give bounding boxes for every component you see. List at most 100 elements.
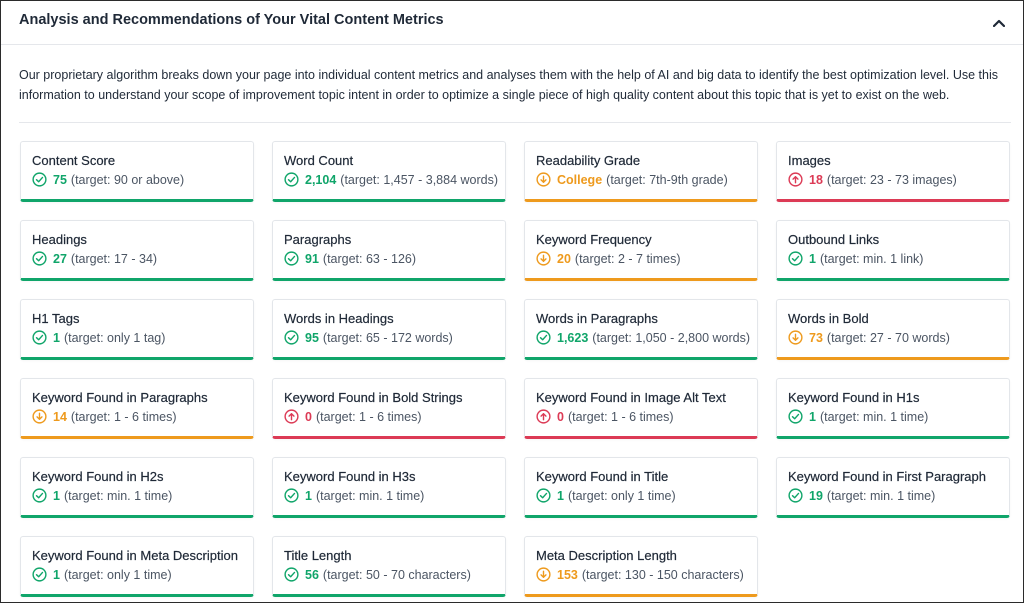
- metric-target: (target: 63 - 126): [322, 251, 417, 266]
- metric-title: Keyword Frequency: [536, 232, 652, 247]
- arrow-down-circle-icon: [32, 409, 47, 424]
- check-circle-icon: [32, 330, 47, 345]
- metric-value: 14: [53, 409, 67, 424]
- metric-value: 153: [557, 567, 578, 582]
- collapse-button[interactable]: [989, 13, 1009, 33]
- metric-title: Keyword Found in H2s: [32, 469, 164, 484]
- metric-title: Images: [788, 153, 831, 168]
- metric-result: 1 (target: only 1 tag): [32, 330, 253, 345]
- metric-result: 1 (target: min. 1 time): [32, 488, 253, 503]
- metric-target: (target: only 1 time): [567, 488, 676, 503]
- metric-card: Keyword Found in Meta Description 1 (targe…: [20, 536, 254, 597]
- arrow-up-circle-icon: [284, 409, 299, 424]
- metric-result: 1 (target: min. 1 link): [788, 251, 1009, 266]
- metric-card: Images 18 (target: 23 - 73 images): [776, 141, 1010, 202]
- check-circle-icon: [788, 488, 803, 503]
- check-circle-icon: [536, 330, 551, 345]
- check-circle-icon: [536, 488, 551, 503]
- metric-result: College (target: 7th-9th grade): [536, 172, 757, 187]
- metric-result: 153 (target: 130 - 150 characters): [536, 567, 757, 582]
- metric-title: Meta Description Length: [536, 548, 677, 563]
- metric-card: H1 Tags 1 (target: only 1 tag): [20, 299, 254, 360]
- metric-target: (target: 50 - 70 characters): [322, 567, 471, 582]
- metric-target: (target: 1 - 6 times): [567, 409, 674, 424]
- metric-value: 1,623: [557, 330, 589, 345]
- metric-target: (target: 2 - 7 times): [574, 251, 681, 266]
- metric-title: Keyword Found in H1s: [788, 390, 920, 405]
- metric-value: 75: [53, 172, 67, 187]
- metric-title: Headings: [32, 232, 87, 247]
- metric-result: 18 (target: 23 - 73 images): [788, 172, 1009, 187]
- check-circle-icon: [284, 330, 299, 345]
- metric-target: (target: 1 - 6 times): [315, 409, 422, 424]
- metric-card: Word Count 2,104 (target: 1,457 - 3,884 wo…: [272, 141, 506, 202]
- metric-result: 0 (target: 1 - 6 times): [284, 409, 505, 424]
- metric-card: Keyword Found in H3s 1 (target: min. 1 tim…: [272, 457, 506, 518]
- metric-target: (target: min. 1 link): [819, 251, 924, 266]
- metric-card: Outbound Links 1 (target: min. 1 link): [776, 220, 1010, 281]
- metric-title: Keyword Found in Image Alt Text: [536, 390, 726, 405]
- metric-target: (target: 7th-9th grade): [606, 172, 728, 187]
- metric-value: 1: [305, 488, 312, 503]
- metric-result: 1 (target: min. 1 time): [284, 488, 505, 503]
- metric-card: Meta Description Length 153 (target: 130 -…: [524, 536, 758, 597]
- metric-card: Keyword Found in Title 1 (target: only 1 t…: [524, 457, 758, 518]
- metric-result: 2,104 (target: 1,457 - 3,884 words): [284, 172, 505, 187]
- metric-result: 27 (target: 17 - 34): [32, 251, 253, 266]
- metric-title: Words in Bold: [788, 311, 869, 326]
- metric-target: (target: min. 1 time): [819, 409, 929, 424]
- metric-title: Paragraphs: [284, 232, 352, 247]
- metric-result: 91 (target: 63 - 126): [284, 251, 505, 266]
- metric-card: Keyword Found in Image Alt Text 0 (target:…: [524, 378, 758, 439]
- check-circle-icon: [32, 567, 47, 582]
- metric-value: 20: [557, 251, 571, 266]
- metric-card: Keyword Found in H2s 1 (target: min. 1 tim…: [20, 457, 254, 518]
- metric-target: (target: 1,457 - 3,884 words): [340, 172, 499, 187]
- metric-result: 1,623 (target: 1,050 - 2,800 words): [536, 330, 757, 345]
- metric-target: (target: min. 1 time): [826, 488, 936, 503]
- check-circle-icon: [32, 172, 47, 187]
- metric-title: Outbound Links: [788, 232, 880, 247]
- metric-value: 1: [809, 409, 816, 424]
- metric-value: 27: [53, 251, 67, 266]
- metric-target: (target: 130 - 150 characters): [581, 567, 744, 582]
- metric-target: (target: 27 - 70 words): [826, 330, 950, 345]
- metric-result: 56 (target: 50 - 70 characters): [284, 567, 505, 582]
- metric-value: 1: [53, 488, 60, 503]
- check-circle-icon: [788, 409, 803, 424]
- metric-card: Words in Headings 95 (target: 65 - 172 wor…: [272, 299, 506, 360]
- metric-card: Words in Paragraphs 1,623 (target: 1,050 -…: [524, 299, 758, 360]
- metric-result: 95 (target: 65 - 172 words): [284, 330, 505, 345]
- metric-title: Word Count: [284, 153, 354, 168]
- metric-title: Readability Grade: [536, 153, 641, 168]
- metric-card: Keyword Found in Bold Strings 0 (target: 1…: [272, 378, 506, 439]
- metric-result: 73 (target: 27 - 70 words): [788, 330, 1009, 345]
- check-circle-icon: [788, 251, 803, 266]
- metric-result: 0 (target: 1 - 6 times): [536, 409, 757, 424]
- metric-title: Content Score: [32, 153, 116, 168]
- arrow-up-circle-icon: [536, 409, 551, 424]
- arrow-down-circle-icon: [536, 251, 551, 266]
- metric-value: 56: [305, 567, 319, 582]
- metric-value: 1: [809, 251, 816, 266]
- metric-title: Keyword Found in Bold Strings: [284, 390, 463, 405]
- metric-value: 0: [557, 409, 564, 424]
- divider: [19, 122, 1011, 123]
- metric-title: Words in Paragraphs: [536, 311, 658, 326]
- metric-result: 1 (target: min. 1 time): [788, 409, 1009, 424]
- metric-target: (target: 1 - 6 times): [70, 409, 177, 424]
- arrow-down-circle-icon: [536, 172, 551, 187]
- metric-target: (target: min. 1 time): [63, 488, 173, 503]
- metric-value: College: [557, 172, 603, 187]
- metric-card: Readability Grade College (target: 7th-9th…: [524, 141, 758, 202]
- metric-title: Keyword Found in Paragraphs: [32, 390, 208, 405]
- panel-header[interactable]: Analysis and Recommendations of Your Vit…: [1, 1, 1023, 45]
- metric-value: 19: [809, 488, 823, 503]
- chevron-up-icon: [993, 19, 1005, 27]
- metric-target: (target: 23 - 73 images): [826, 172, 957, 187]
- check-circle-icon: [284, 567, 299, 582]
- metric-result: 75 (target: 90 or above): [32, 172, 253, 187]
- metric-value: 95: [305, 330, 319, 345]
- metric-value: 1: [53, 330, 60, 345]
